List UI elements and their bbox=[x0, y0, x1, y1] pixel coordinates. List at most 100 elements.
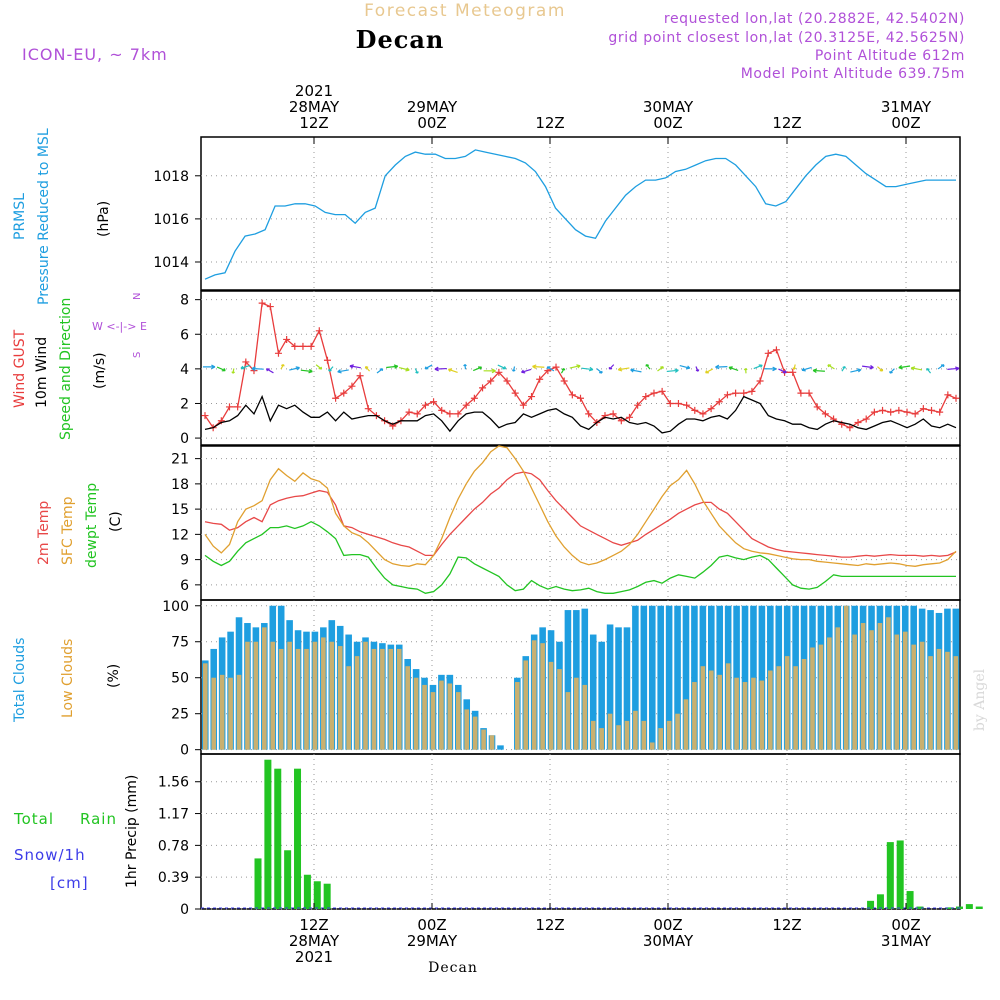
rain-bar-0 bbox=[254, 858, 262, 909]
rain-bar-5 bbox=[303, 874, 311, 909]
gust-marker-44 bbox=[560, 377, 568, 385]
gust-marker-20 bbox=[364, 405, 372, 413]
temp-label-1: 2m Temp bbox=[36, 501, 52, 565]
low-cloud-bar-78 bbox=[860, 623, 866, 750]
temp-unit: (C) bbox=[108, 511, 124, 532]
wind-arrow-21 bbox=[463, 364, 467, 370]
wind-arrow-39 bbox=[679, 364, 691, 370]
rain-bar-11 bbox=[876, 894, 884, 909]
time-bottom-label-1-1: 29MAY bbox=[407, 932, 458, 950]
wind-arrow-27 bbox=[532, 364, 545, 370]
gust-marker-11 bbox=[291, 342, 299, 350]
rain-bar-13 bbox=[896, 840, 904, 909]
wind-unit: (m/s) bbox=[92, 352, 108, 389]
gust-marker-29 bbox=[438, 406, 446, 414]
total-cloud-bar-35 bbox=[497, 745, 504, 750]
compass-s: S bbox=[132, 352, 143, 358]
gust-marker-68 bbox=[756, 377, 764, 385]
low-cloud-bar-67 bbox=[768, 670, 773, 750]
gust-marker-38 bbox=[511, 389, 519, 397]
ytick-label-3-2: 50 bbox=[171, 671, 189, 687]
compass-n: N bbox=[132, 293, 143, 300]
wind-arrow-17 bbox=[414, 368, 419, 374]
temp-label-2: SFC Temp bbox=[60, 496, 76, 565]
wind-arrow-52 bbox=[841, 365, 846, 372]
wind-arrow-26 bbox=[521, 368, 532, 374]
low-cloud-bar-47 bbox=[599, 728, 604, 750]
wind-arrow-7 bbox=[289, 366, 300, 371]
gust-marker-87 bbox=[911, 410, 919, 418]
low-cloud-bar-69 bbox=[784, 656, 790, 750]
time-top-label-3-0: 30MAY bbox=[643, 98, 694, 116]
wind-arrow-60 bbox=[937, 364, 945, 370]
pressure-label-1: PRMSL bbox=[12, 193, 28, 240]
panel-frame-4 bbox=[200, 753, 961, 910]
wind-arrow-51 bbox=[827, 364, 835, 370]
ytick-label-2-5: 21 bbox=[171, 452, 189, 468]
wind-arrow-19 bbox=[434, 366, 447, 372]
low-cloud-bar-6 bbox=[253, 641, 259, 750]
gust-marker-17 bbox=[340, 389, 348, 397]
time-top-label-5-1: 00Z bbox=[891, 114, 920, 132]
gust-marker-8 bbox=[266, 303, 274, 311]
wind-arrow-31 bbox=[581, 366, 594, 372]
total-cloud-bar-47 bbox=[598, 641, 605, 750]
precip-label-cm: [cm] bbox=[50, 874, 89, 892]
low-cloud-bar-82 bbox=[894, 634, 900, 750]
gust-marker-66 bbox=[740, 389, 748, 397]
wind-arrow-12 bbox=[349, 364, 361, 369]
gust-marker-51 bbox=[617, 417, 625, 425]
ytick-label-2-1: 9 bbox=[180, 553, 189, 569]
gust-marker-60 bbox=[691, 406, 699, 414]
wind-arrow-32 bbox=[596, 368, 603, 374]
gust-marker-43 bbox=[552, 363, 560, 371]
wind-arrow-9 bbox=[315, 364, 323, 370]
gust-marker-26 bbox=[413, 410, 421, 418]
ytick-label-4-0: 0 bbox=[180, 902, 189, 918]
time-top-label-1-1: 00Z bbox=[417, 114, 446, 132]
ytick-label-3-0: 0 bbox=[180, 743, 189, 759]
cloud-labels: Total Clouds Low Clouds (%) bbox=[12, 638, 122, 723]
gust-marker-59 bbox=[683, 401, 691, 409]
total-cloud-bar-56 bbox=[674, 605, 681, 750]
low-cloud-bar-22 bbox=[388, 648, 394, 750]
ytick-label-1-0: 0 bbox=[180, 431, 189, 447]
panel-frame-0 bbox=[200, 136, 961, 291]
low-cloud-bar-0 bbox=[202, 663, 208, 750]
total-cloud-bar-53 bbox=[648, 605, 656, 750]
low-cloud-bar-28 bbox=[439, 680, 444, 750]
wind-arrow-54 bbox=[862, 364, 874, 370]
gust-marker-79 bbox=[846, 424, 854, 432]
wind-arrow-18 bbox=[424, 364, 433, 370]
gust-marker-5 bbox=[242, 358, 250, 366]
temp2m-line bbox=[204, 471, 957, 558]
precip-labels: Total Rain Snow/1h [cm] 1hr Precip (mm) bbox=[13, 775, 140, 892]
low-cloud-bar-64 bbox=[742, 682, 748, 750]
rain-bar-1 bbox=[264, 759, 272, 909]
gust-marker-32 bbox=[462, 401, 470, 409]
wind-arrow-29 bbox=[560, 367, 566, 374]
gust-marker-3 bbox=[225, 403, 233, 411]
wind-arrow-41 bbox=[705, 368, 714, 374]
low-cloud-bar-70 bbox=[793, 666, 798, 750]
ytick-label-0-1: 1016 bbox=[153, 212, 189, 228]
low-cloud-bar-20 bbox=[371, 648, 377, 750]
gust-marker-82 bbox=[870, 408, 878, 416]
time-top-label-2-0: 12Z bbox=[535, 114, 564, 132]
gust-marker-35 bbox=[487, 377, 495, 385]
ytick-label-0-0: 1014 bbox=[153, 255, 189, 271]
low-cloud-bar-40 bbox=[540, 643, 545, 750]
gust-marker-76 bbox=[821, 410, 829, 418]
time-bottom-label-1-0: 00Z bbox=[417, 916, 446, 934]
wind-arrow-57 bbox=[898, 365, 911, 370]
wind-arrow-5 bbox=[266, 368, 274, 374]
model-label: ICON-EU, ~ 7km bbox=[22, 45, 168, 64]
low-cloud-bar-53 bbox=[649, 742, 655, 750]
total-cloud-bar-64 bbox=[741, 605, 749, 750]
low-cloud-bar-44 bbox=[574, 677, 579, 750]
time-top-label-0-1: 28MAY bbox=[289, 98, 340, 116]
wind-arrow-20 bbox=[447, 368, 458, 373]
wind-arrow-25 bbox=[511, 366, 516, 372]
wind-arrow-59 bbox=[926, 368, 932, 374]
low-cloud-bar-80 bbox=[877, 623, 883, 750]
